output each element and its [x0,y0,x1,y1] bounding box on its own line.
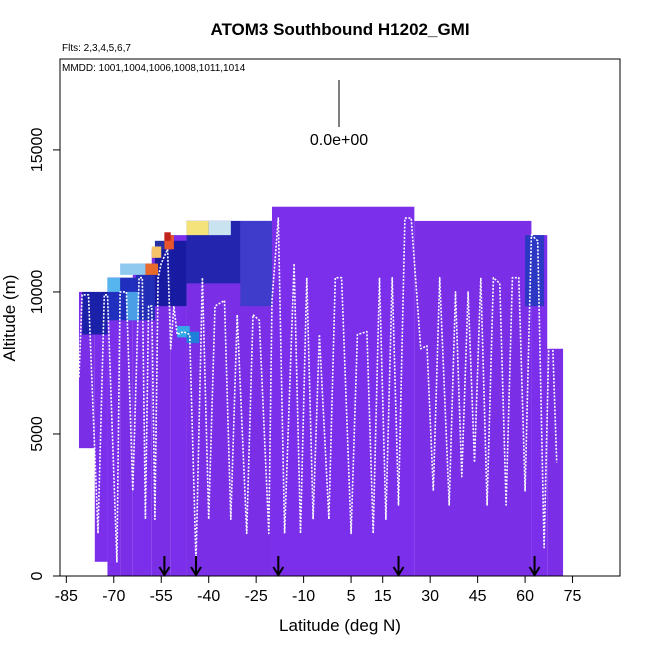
hot-layer [107,220,231,344]
curtain-block-3 [120,277,133,576]
x-tick-label-0: -85 [55,588,78,605]
x-tick-label-1: -70 [102,588,125,605]
hot-region-5 [145,263,159,275]
x-tick-label-6: 5 [347,588,356,605]
marker-head-3 [392,566,405,577]
flights-note: Flts: 2,3,4,5,6,7 [62,43,131,54]
hot-region-1 [208,220,231,236]
y-tick-label-0: 0 [29,571,46,580]
x-axis-label: Latitude (deg N) [279,616,401,635]
hot-region-4 [151,246,162,258]
x-tick-label-9: 45 [469,588,487,605]
y-tick-label-3: 15000 [29,128,46,173]
hot-region-10 [186,331,200,344]
chart-title: ATOM3 Southbound H1202_GMI [210,20,469,39]
x-tick-label-11: 75 [564,588,582,605]
curtain-block-8 [271,206,415,576]
hot-region-2 [164,235,174,250]
hot-region-8 [126,291,140,321]
y-tick-label-1: 5000 [29,416,46,452]
latitude-markers [158,556,541,577]
dates-note: MMDD: 1001,1004,1006,1008,1011,1014 [62,63,246,74]
marker-head-0 [158,566,171,577]
x-tick-label-5: -10 [292,588,315,605]
hot-region-0 [186,220,209,236]
curtain-block-6 [170,235,187,576]
curtain-block-5 [151,249,171,577]
y-tick-label-2: 10000 [29,270,46,315]
dark-region-6 [525,235,545,307]
hot-region-3 [164,232,171,241]
x-tick-label-10: 60 [516,588,534,605]
y-axis-label: Altitude (m) [0,275,19,362]
x-axis: -85 -70 -55 -40 -25 -10 5 15 30 45 60 75 [55,576,582,605]
flight-track [78,217,558,563]
marker-head-4 [528,566,541,577]
flight-track-layer [78,217,558,563]
hot-region-9 [177,326,190,338]
plot-frame [59,58,621,577]
hot-region-6 [120,263,146,275]
x-tick-label-8: 30 [421,588,439,605]
marker-head-1 [190,566,202,577]
x-tick-label-2: -55 [150,588,173,605]
hot-region-7 [107,277,121,292]
x-tick-label-3: -40 [197,588,220,605]
dark-region-5 [240,220,272,307]
scale-label: 0.0e+00 [310,132,368,149]
y-axis: 0 5000 10000 15000 [29,128,60,580]
x-tick-label-7: 15 [374,588,392,605]
curtain-block-10 [531,235,548,576]
marker-head-2 [272,566,285,577]
curtain-block-11 [547,348,564,576]
curtain-layer [78,206,564,577]
curtain-block-2 [107,277,121,576]
x-tick-label-4: -25 [245,588,268,605]
